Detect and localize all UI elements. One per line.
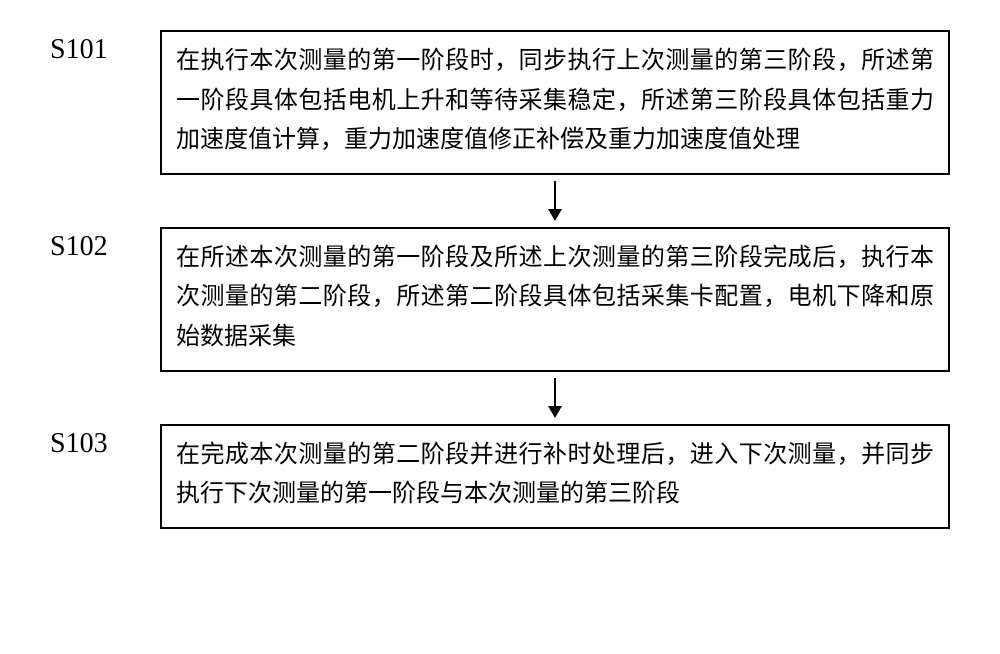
- step-box-s101: 在执行本次测量的第一阶段时，同步执行上次测量的第三阶段，所述第一阶段具体包括电机…: [160, 30, 950, 175]
- step-row: S103 在完成本次测量的第二阶段并进行补时处理后，进入下次测量，并同步执行下次…: [50, 424, 950, 529]
- step-label-s102: S102: [50, 227, 160, 263]
- arrow-s102-s103: [160, 378, 950, 418]
- arrow-s101-s102: [160, 181, 950, 221]
- step-row: S101 在执行本次测量的第一阶段时，同步执行上次测量的第三阶段，所述第一阶段具…: [50, 30, 950, 175]
- step-label-s101: S101: [50, 30, 160, 66]
- flowchart: S101 在执行本次测量的第一阶段时，同步执行上次测量的第三阶段，所述第一阶段具…: [50, 30, 950, 529]
- step-box-s102: 在所述本次测量的第一阶段及所述上次测量的第三阶段完成后，执行本次测量的第二阶段，…: [160, 227, 950, 372]
- step-box-s103: 在完成本次测量的第二阶段并进行补时处理后，进入下次测量，并同步执行下次测量的第一…: [160, 424, 950, 529]
- step-label-s103: S103: [50, 424, 160, 460]
- step-row: S102 在所述本次测量的第一阶段及所述上次测量的第三阶段完成后，执行本次测量的…: [50, 227, 950, 372]
